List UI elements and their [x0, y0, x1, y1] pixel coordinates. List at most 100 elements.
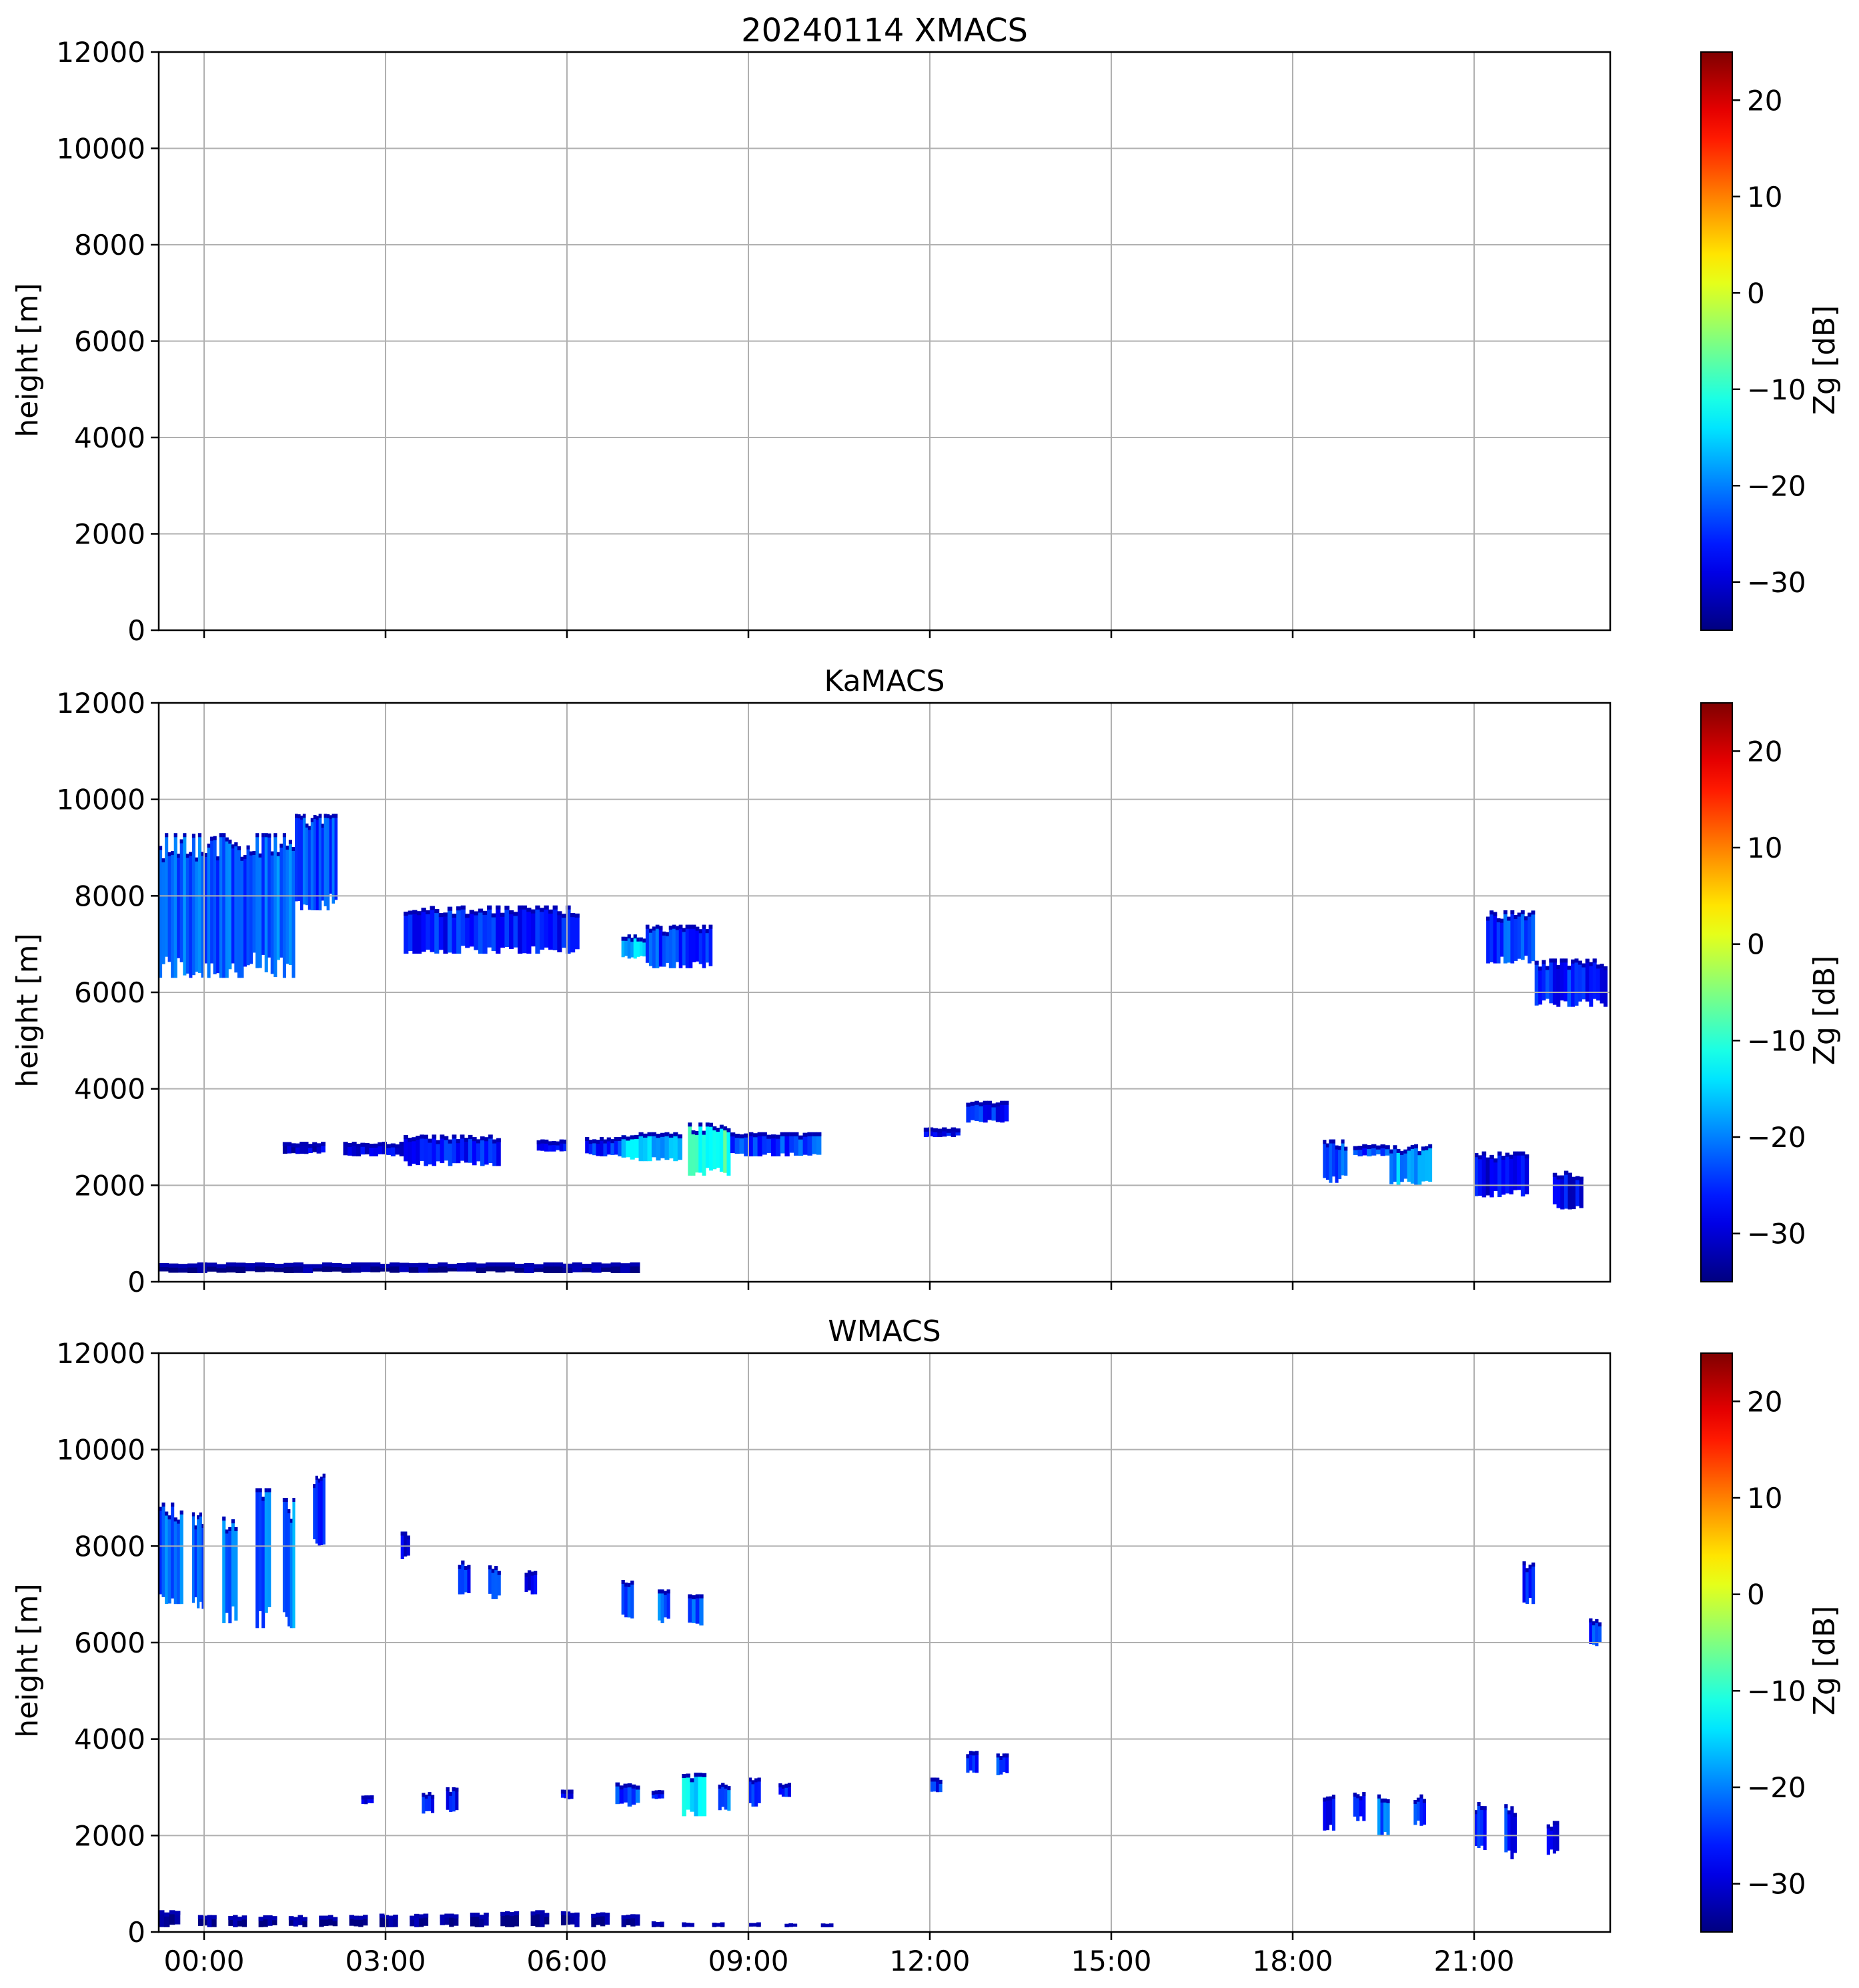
echo-edge [428, 1138, 433, 1143]
echo-edge [207, 1262, 217, 1267]
echo-edge [216, 856, 220, 861]
echo-column [1383, 1798, 1387, 1833]
panel-title: WMACS [828, 1314, 941, 1348]
echo-edge [1538, 966, 1543, 971]
echo-column [276, 852, 280, 960]
echo-column [530, 1571, 534, 1595]
colorbar-scale [1700, 51, 1733, 631]
echo-edge [694, 1773, 698, 1777]
echo-edge [408, 910, 413, 915]
echo-edge [322, 1473, 326, 1478]
echo-edge [552, 1141, 556, 1146]
echo-edge [422, 1793, 426, 1797]
echo-edge [201, 852, 205, 856]
echo-edge [424, 1134, 428, 1139]
echo-column [690, 1778, 694, 1812]
x-tick-label: 15:00 [1071, 1945, 1151, 1977]
echo-column [1579, 1176, 1584, 1208]
echo-edge [716, 1128, 720, 1132]
echo-edge [544, 905, 549, 910]
echo-column [464, 1566, 468, 1593]
echo-column [648, 928, 653, 966]
echo-column [293, 1917, 299, 1927]
echo-edge [207, 1915, 212, 1919]
echo-column [771, 1134, 776, 1156]
echo-column [1517, 1151, 1521, 1190]
echo-column [567, 1789, 571, 1800]
echo-region [159, 1503, 183, 1605]
echo-edge [665, 932, 670, 936]
echo-edge [258, 853, 262, 858]
echo-edge [1589, 1618, 1593, 1623]
echo-edge [500, 912, 505, 917]
echo-column [482, 910, 488, 954]
echo-edge [476, 1139, 481, 1144]
echo-edge [979, 1102, 984, 1106]
echo-edge [1331, 1139, 1335, 1144]
echo-column [664, 1132, 670, 1160]
echo-edge [634, 1134, 640, 1139]
echo-column [458, 1565, 462, 1595]
echo-edge [364, 1143, 370, 1147]
colorbar-tick-label: 0 [1747, 277, 1765, 309]
echo-column [216, 856, 220, 974]
echo-column [1520, 910, 1525, 960]
echo-column [279, 844, 283, 958]
echo-edge [1356, 1794, 1360, 1799]
echo-edge [638, 1132, 644, 1136]
echo-column [574, 1912, 580, 1927]
echo-column [504, 906, 510, 947]
echo-column [647, 1132, 652, 1162]
echo-edge [1572, 1176, 1576, 1181]
echo-edge [1552, 958, 1557, 963]
echo-column [237, 846, 241, 978]
echo-edge [165, 1511, 169, 1516]
echo-edge [1480, 1806, 1484, 1811]
echo-column [364, 1795, 368, 1805]
echo-edge [1325, 1143, 1329, 1148]
echo-column [933, 1777, 937, 1792]
echo-column [183, 833, 187, 976]
echo-region [1353, 1144, 1390, 1156]
echo-edge [488, 1565, 492, 1570]
colorbar-label: Zg [dB] [1808, 1606, 1842, 1716]
echo-edge [1421, 1146, 1425, 1151]
echo-column [319, 1915, 324, 1927]
echo-column [469, 910, 474, 947]
echo-edge [560, 1911, 566, 1915]
echo-edge [1344, 1146, 1348, 1151]
echo-column [169, 1910, 175, 1925]
echo-edge [410, 1915, 415, 1920]
echo-column [234, 1527, 238, 1621]
echo-column [285, 1498, 288, 1617]
echo-edge [780, 1132, 785, 1136]
echo-column [748, 1777, 752, 1803]
echo-column [1592, 1621, 1596, 1645]
echo-edge [709, 1122, 713, 1127]
echo-column [231, 1519, 235, 1607]
echo-edge [443, 912, 448, 917]
echo-edge [1520, 1151, 1525, 1156]
echo-edge [1556, 965, 1561, 970]
y-axis-label: height [m] [11, 1583, 45, 1737]
echo-region [313, 1473, 326, 1547]
echo-column [282, 1498, 286, 1613]
echo-edge [591, 1262, 602, 1267]
echo-edge [635, 1785, 640, 1790]
echo-edge [456, 1139, 461, 1144]
echo-column [627, 1583, 631, 1618]
echo-column [695, 926, 700, 962]
echo-column [695, 1594, 700, 1624]
echo-edge [255, 833, 259, 838]
echo-column [621, 1135, 626, 1158]
echo-column [1513, 1813, 1517, 1853]
echo-edge [712, 1126, 717, 1130]
echo-column [1004, 1100, 1009, 1122]
echo-column [752, 1133, 758, 1156]
echo-edge [933, 1777, 937, 1782]
echo-column [1353, 1793, 1357, 1817]
echo-edge [752, 1133, 758, 1138]
echo-column [316, 1143, 322, 1154]
echo-edge [449, 1913, 454, 1918]
echo-column [618, 1137, 622, 1156]
